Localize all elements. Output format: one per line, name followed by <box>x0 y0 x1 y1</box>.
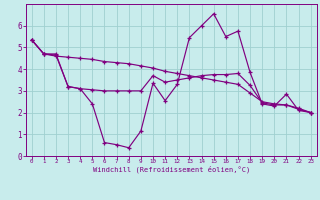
X-axis label: Windchill (Refroidissement éolien,°C): Windchill (Refroidissement éolien,°C) <box>92 166 250 173</box>
